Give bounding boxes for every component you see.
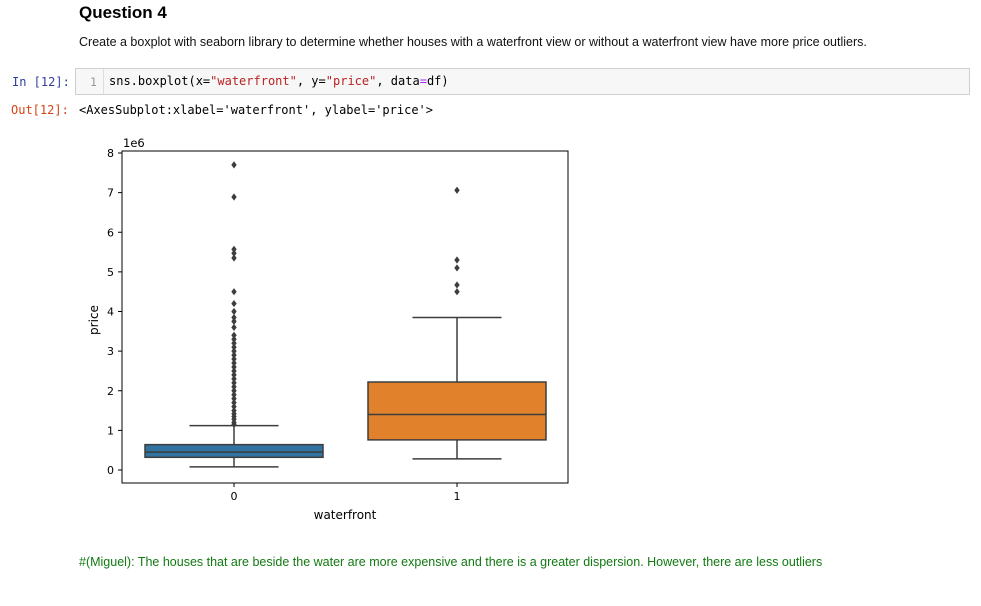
outlier-point <box>231 375 237 383</box>
outlier-point <box>231 299 237 308</box>
outlier-point <box>231 317 237 326</box>
code-mid: , y= <box>296 74 326 88</box>
y-tick-label: 1 <box>107 424 114 437</box>
plot-area <box>144 161 547 468</box>
code-y-string: "price" <box>325 74 377 88</box>
x-tick-label: 0 <box>231 490 238 503</box>
output-text: <AxesSubplot:xlabel='waterfront', ylabel… <box>79 103 434 117</box>
outlier-point <box>231 403 237 411</box>
outlier-point <box>454 264 460 272</box>
y-tick-label: 8 <box>107 147 114 160</box>
axes-frame <box>121 150 569 484</box>
outlier-point <box>231 371 237 379</box>
box-group-0 <box>144 161 324 468</box>
outlier-point <box>231 288 237 296</box>
outlier-point <box>231 313 237 322</box>
y-tick-label: 6 <box>107 226 114 239</box>
outlier-point <box>231 161 237 169</box>
code-prefix: sns.boxplot(x= <box>109 74 211 88</box>
box-group-1 <box>367 186 547 460</box>
code-data-kw: , data <box>376 74 420 88</box>
outlier-point <box>231 363 237 371</box>
code-cell[interactable]: 1 sns.boxplot(x="waterfront", y="price",… <box>75 68 970 95</box>
y-tick-label: 4 <box>107 306 114 319</box>
y-tick-label: 3 <box>107 345 114 358</box>
code-line[interactable]: sns.boxplot(x="waterfront", y="price", d… <box>109 74 449 88</box>
y-tick-label: 7 <box>107 187 114 200</box>
line-number: 1 <box>90 75 97 89</box>
outlier-point <box>231 399 237 407</box>
outlier-point <box>231 359 237 367</box>
outlier-point <box>231 355 237 363</box>
question-instruction: Create a boxplot with seaborn library to… <box>79 35 867 49</box>
y-tick-label: 0 <box>107 464 114 477</box>
box-iqr <box>367 381 547 441</box>
code-suffix: df) <box>426 74 449 88</box>
outlier-point <box>231 343 237 351</box>
output-prompt: Out[12]: <box>11 103 69 117</box>
y-tick-label: 5 <box>107 266 114 279</box>
outlier-point <box>231 383 237 391</box>
input-prompt: In [12]: <box>12 75 70 89</box>
question-heading: Question 4 <box>79 3 167 22</box>
outlier-point <box>231 254 237 262</box>
y-tick-label: 2 <box>107 385 114 398</box>
outlier-point <box>231 335 237 343</box>
x-tick-label: 1 <box>454 490 461 503</box>
outlier-point <box>231 249 237 257</box>
outlier-point <box>231 395 237 403</box>
outlier-point <box>231 193 237 201</box>
y-axis-label: price <box>87 305 101 335</box>
outlier-point <box>231 420 237 429</box>
gutter-divider <box>103 69 104 94</box>
code-eq: = <box>419 74 427 88</box>
outlier-point <box>231 323 237 331</box>
y-axis: 0 1 2 3 4 5 6 7 8 <box>107 147 122 477</box>
outlier-point <box>454 186 460 194</box>
box-iqr <box>144 443 324 459</box>
analysis-comment: #(Miguel): The houses that are beside th… <box>79 555 823 569</box>
outlier-point <box>231 307 237 316</box>
outlier-point <box>231 331 237 339</box>
outlier-point <box>454 256 460 264</box>
outlier-point <box>231 245 237 253</box>
outlier-point <box>231 379 237 387</box>
outlier-point <box>231 347 237 355</box>
x-axis-label: waterfront <box>314 508 377 522</box>
outlier-point <box>454 281 460 289</box>
outlier-point <box>231 367 237 375</box>
outlier-point <box>231 351 237 359</box>
code-x-string: "waterfront" <box>210 74 297 88</box>
outlier-point <box>231 339 237 347</box>
outlier-point <box>231 387 237 395</box>
outlier-point <box>454 288 460 296</box>
y-scale-label: 1e6 <box>123 136 145 150</box>
outlier-point <box>231 391 237 399</box>
